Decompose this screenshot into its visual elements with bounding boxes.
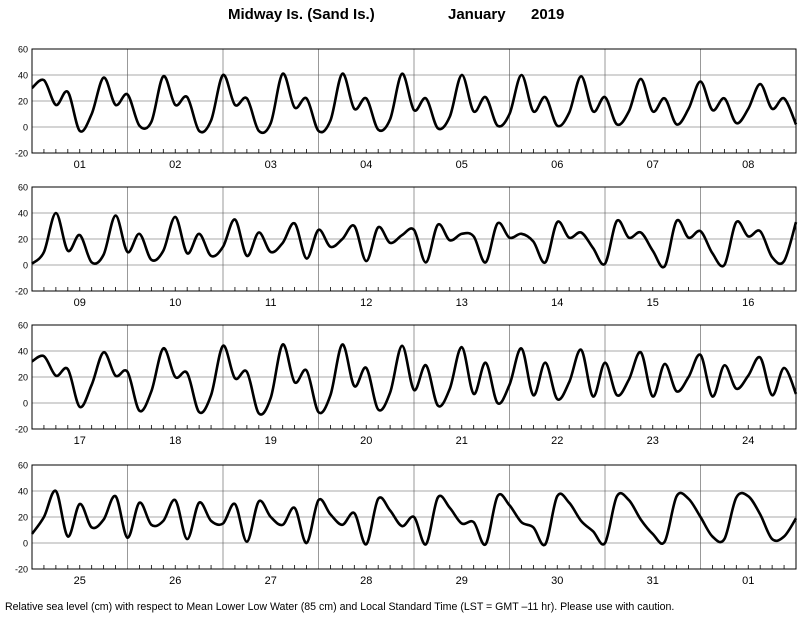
day-label: 09	[74, 297, 86, 309]
chart-title-year: 2019	[531, 6, 565, 23]
y-tick-label: 0	[23, 261, 28, 271]
tide-curve	[30, 489, 798, 547]
y-tick-label: 40	[18, 209, 28, 219]
day-label: 30	[551, 575, 563, 587]
panel-frame	[31, 186, 797, 292]
panel-frame	[31, 464, 797, 570]
day-label: 31	[647, 575, 659, 587]
y-tick-label: 20	[18, 373, 28, 383]
day-label: 06	[551, 159, 563, 171]
day-label: 22	[551, 435, 563, 447]
day-label: 24	[742, 435, 754, 447]
day-label: 03	[265, 159, 277, 171]
y-tick-label: -20	[15, 565, 28, 575]
day-label: 18	[169, 435, 181, 447]
day-label: 28	[360, 575, 372, 587]
y-tick-label: -20	[15, 425, 28, 435]
day-label: 04	[360, 159, 372, 171]
day-label: 20	[360, 435, 372, 447]
y-tick-label: 40	[18, 71, 28, 81]
y-tick-label: -20	[15, 149, 28, 159]
chart-panel-3: -20 0 20 40 60 17 18 19 20 21 22 23 24	[15, 321, 798, 447]
day-label: 25	[74, 575, 86, 587]
panel-frame	[31, 324, 797, 430]
chart-title-month: January	[448, 6, 506, 23]
day-label: 10	[169, 297, 181, 309]
day-label: 26	[169, 575, 181, 587]
y-tick-label: 0	[23, 123, 28, 133]
y-tick-label: 20	[18, 513, 28, 523]
day-label: 02	[169, 159, 181, 171]
day-label: 17	[74, 435, 86, 447]
y-tick-label: 60	[18, 183, 28, 193]
y-tick-label: 60	[18, 321, 28, 331]
day-label: 21	[456, 435, 468, 447]
day-label: 16	[742, 297, 754, 309]
chart-panel-2: -20 0 20 40 60 09 10 11 12 13 14 15 16	[15, 183, 798, 309]
y-tick-label: -20	[15, 287, 28, 297]
day-label: 14	[551, 297, 563, 309]
y-tick-label: 0	[23, 399, 28, 409]
tide-curve	[31, 211, 798, 269]
day-label: 08	[742, 159, 754, 171]
y-tick-label: 60	[18, 45, 28, 55]
tide-curve	[31, 343, 798, 416]
panel-frame	[31, 48, 797, 154]
y-tick-label: 40	[18, 487, 28, 497]
day-label: 19	[265, 435, 277, 447]
day-label: 15	[647, 297, 659, 309]
y-tick-label: 40	[18, 347, 28, 357]
y-tick-label: 20	[18, 235, 28, 245]
day-label: 12	[360, 297, 372, 309]
day-label: 23	[647, 435, 659, 447]
footnote: Relative sea level (cm) with respect to …	[5, 601, 675, 613]
chart-panel-1: -20 0 20 40 60 01 02 03 04 05 06 07 08	[15, 45, 798, 171]
y-tick-label: 20	[18, 97, 28, 107]
day-label: 29	[456, 575, 468, 587]
y-tick-label: 0	[23, 539, 28, 549]
day-label: 07	[647, 159, 659, 171]
day-label: 01	[74, 159, 86, 171]
day-label: 27	[265, 575, 277, 587]
chart-panel-4: -20 0 20 40 60 25 26 27 28 29 30 31 01	[15, 461, 798, 587]
day-label: 05	[456, 159, 468, 171]
day-label: 11	[265, 297, 276, 309]
chart-title-location: Midway Is. (Sand Is.)	[228, 6, 375, 23]
tide-curve	[31, 72, 798, 135]
y-tick-label: 60	[18, 461, 28, 471]
day-label: 13	[456, 297, 468, 309]
day-label: 01	[742, 575, 754, 587]
